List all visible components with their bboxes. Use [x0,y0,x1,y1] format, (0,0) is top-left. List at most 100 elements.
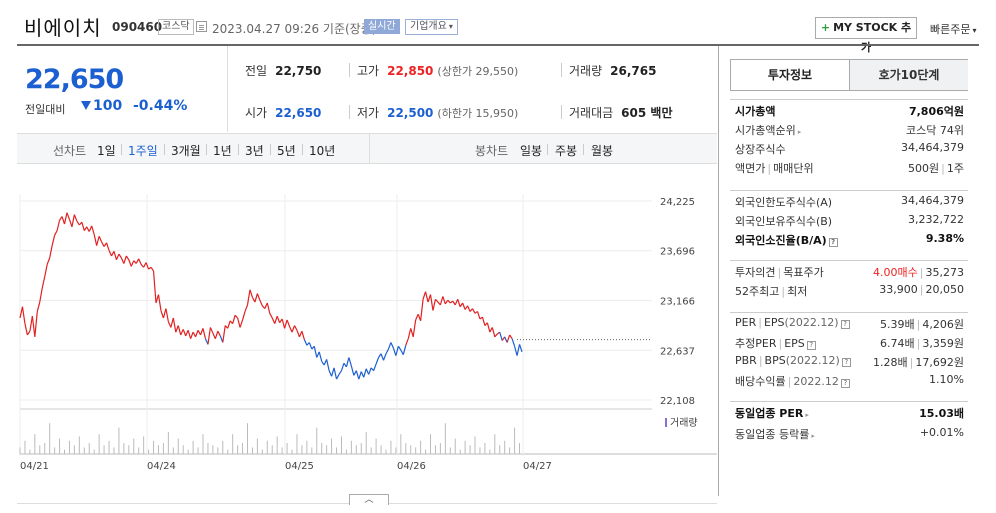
realtime-badge[interactable]: 실시간 [364,19,400,34]
chart-collapse-handle[interactable]: ︿ [349,494,389,505]
tab-group-divider [369,134,370,163]
help-icon[interactable]: ? [828,238,838,247]
price-line-segment [452,300,456,306]
chevron-up-icon: ︿ [364,495,374,505]
info-row[interactable]: 동일업종 등락률 ▸ +0.01% [730,423,968,442]
price-line-segment [424,291,429,303]
quick-order-label: 빠른주문 [930,23,971,36]
separator: | [787,375,792,388]
price-line-segment [348,357,352,367]
tab-1y[interactable]: 1년 [213,144,232,158]
y-tick-label: 22,108 [660,396,695,407]
price-line-segment [239,319,244,328]
price-line-segment [61,216,66,225]
tab-investment-info[interactable]: 투자정보 [731,60,850,90]
tab-order-book[interactable]: 호가10단계 [850,60,968,90]
price-line-segment [73,214,78,222]
divider [561,63,562,77]
tab-3m[interactable]: 3개월 [171,144,201,158]
price-line-segment [410,328,414,337]
price-line-segment [115,253,120,260]
price-line-segment [244,304,249,312]
price-line-segment [207,327,212,345]
foreign-ratio-label: 외국인소진율(B/A) [735,234,827,247]
price-line-segment [333,367,338,380]
stock-name: 비에이치 [24,16,102,40]
price-line-segment [365,368,370,375]
info-row[interactable]: 시가총액순위 ▸ 코스닥 74위 [730,119,968,138]
price-line-segment [246,289,251,305]
price-line-segment [172,317,177,333]
help-icon[interactable]: ? [806,341,816,350]
pbr-label-wrap: PBR | BPS(2022.12)? [735,354,851,367]
price-chart[interactable]: 24,225 23,696 23,166 22,637 22,108 04/21 04/24… [17,164,717,504]
separator: | [919,283,924,296]
chevron-right-icon: ▸ [805,411,809,419]
help-icon[interactable]: ? [840,379,850,388]
change-rate: -0.44% [133,98,188,114]
price-line-segment [331,367,335,377]
price-line-segment [407,328,412,339]
price-line-segment [271,317,276,324]
price-line-segment [395,346,399,356]
price-line-segment [422,291,427,300]
tab-1d[interactable]: 1일 [97,144,116,158]
week52-high-label: 52주최고 [735,285,780,298]
price-line-segment [491,327,496,337]
stat-low: 저가 22,500 (하한가 15,950) [357,104,518,121]
tab-3y[interactable]: 3년 [245,144,264,158]
mystock-add-button[interactable]: + MY STOCK 추가 [815,17,917,54]
price-line-segment [251,297,256,303]
price-line-segment [128,259,132,267]
company-overview-button[interactable]: 기업개요 ▾ [405,19,458,35]
help-icon[interactable]: ? [840,320,850,329]
plus-icon: + [820,21,831,34]
price-line-segment [380,353,385,361]
x-tick-label: 04/27 [523,461,552,472]
panel-tabs: 투자정보 호가10단계 [730,59,968,91]
price-line-segment [360,371,365,378]
market-cap-group: 시가총액 7,806억원 시가총액순위 ▸ 코스닥 74위 상장주식수 34,464,3… [730,99,968,176]
divider [270,144,271,155]
price-line-segment [155,294,160,304]
help-icon[interactable]: ? [841,358,851,367]
price-line-segment [254,293,258,303]
price-line-segment [26,330,31,336]
price-line-segment [288,326,293,333]
price-chart-svg[interactable]: 24,225 23,696 23,166 22,637 22,108 04/21 04/24… [17,164,717,494]
down-triangle-icon [81,101,91,110]
price-line-segment [170,317,174,328]
price-line-segment [56,220,61,231]
price-line-segment [88,225,93,232]
chart-period-tabs: 선차트 1일 1주일 3개월 1년 3년 5년 10년 봉차트 일봉 주봉 월봉 [17,133,717,164]
est-eps-label: EPS [784,337,805,350]
dividend-label: 배당수익률 [735,375,786,388]
price-line-segment [276,315,281,323]
price-line-segment [96,236,100,246]
price-line-segment [338,370,342,375]
price-line-segment [316,351,320,358]
tab-10y[interactable]: 10년 [309,144,336,158]
price-line-segment [481,316,486,326]
tab-weekly[interactable]: 주봉 [555,144,578,158]
price-line-segment [160,310,164,319]
info-row: 52주최고 | 최저 33,900 | 20,050 [730,280,968,299]
tab-1w[interactable]: 1주일 [128,144,158,158]
target-price-label: 목표주가 [783,266,824,279]
divider [238,144,239,155]
info-row[interactable]: 동일업종 PER ▸ 15.03배 [730,402,968,423]
price-line-segment [509,334,513,340]
tab-monthly[interactable]: 월봉 [591,144,614,158]
price-line-segment [192,331,197,338]
info-row: PER | EPS(2022.12)? 5.39배 | 4,206원 [730,313,968,332]
quick-order-button[interactable]: 빠른주문 ▾ [930,21,977,37]
tab-daily[interactable]: 일봉 [520,144,543,158]
price-line-segment [269,313,273,319]
tab-5y[interactable]: 5년 [277,144,296,158]
listed-shares-label: 상장주식수 [735,143,786,156]
volume-legend-swatch [665,418,667,427]
y-tick-label: 23,166 [660,297,695,308]
price-line-segment [187,330,192,339]
est-per-wrap: 6.74배 | 3,359원 [880,335,964,351]
opinion-value: 4.00매수 [873,266,918,279]
